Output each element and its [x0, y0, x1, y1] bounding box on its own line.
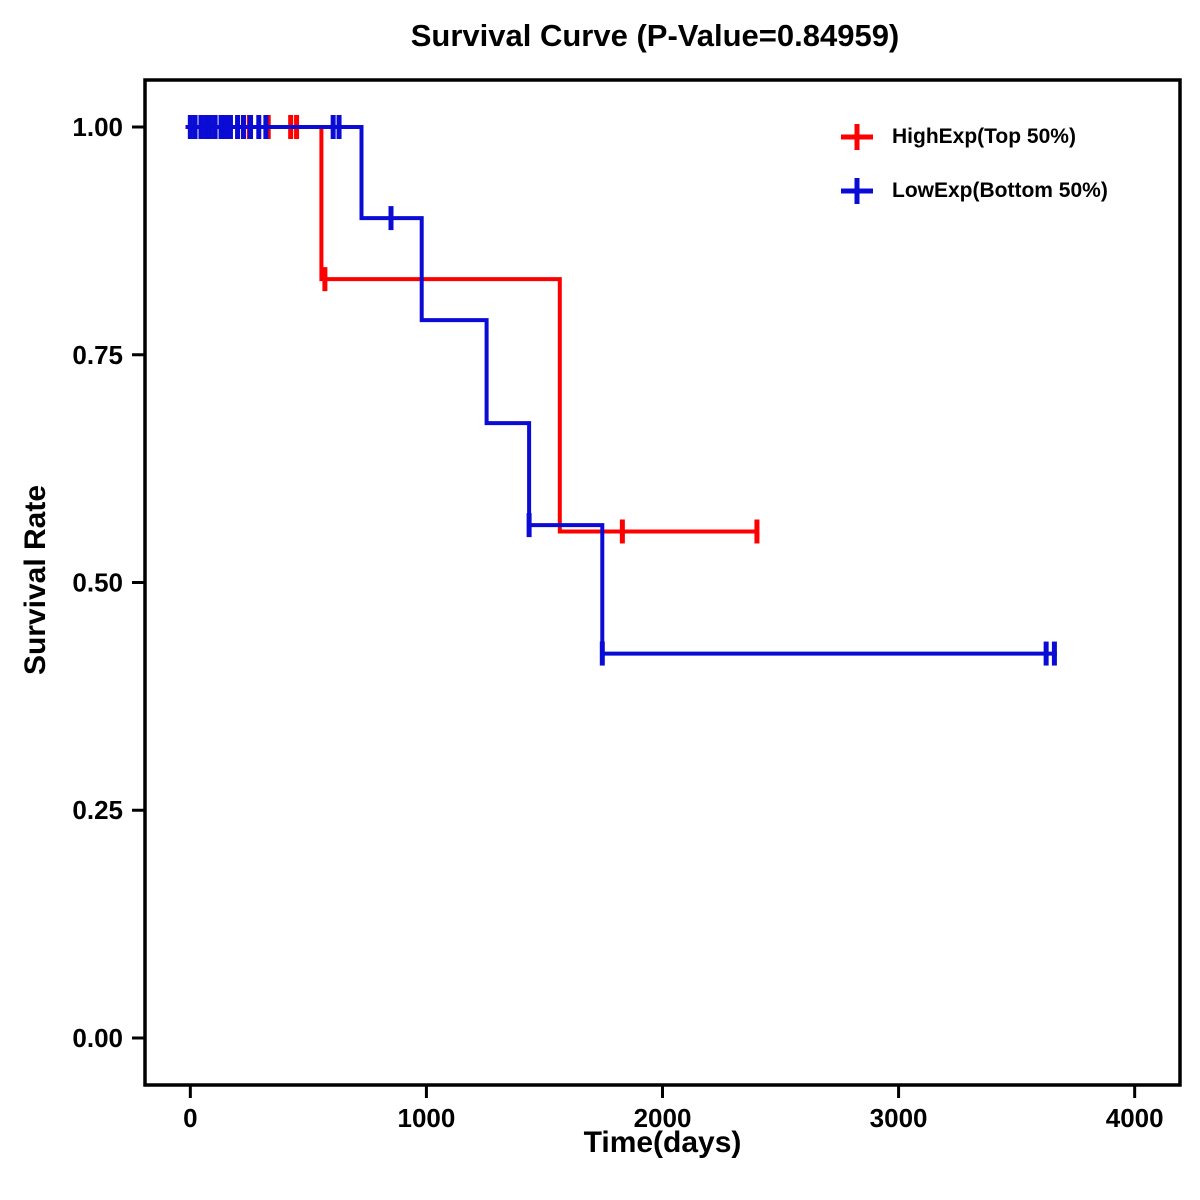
survival-curve: [185, 125, 757, 534]
y-tick-label: 0.75: [72, 340, 123, 370]
survival-curve: [185, 125, 1057, 656]
legend: HighExp(Top 50%) LowExp(Bottom 50%): [838, 115, 1108, 213]
y-tick-label: 0.50: [72, 568, 123, 598]
y-tick-label: 0.25: [72, 795, 123, 825]
chart-title: Survival Curve (P-Value=0.84959): [410, 18, 900, 53]
lowexp-cross-icon: [841, 178, 873, 204]
x-tick-label: 1000: [397, 1103, 455, 1133]
y-tick-label: 0.00: [72, 1023, 123, 1053]
legend-label-lowexp: LowExp(Bottom 50%): [892, 179, 1108, 202]
plot-border: [143, 78, 1182, 1087]
x-axis-label: Time(days): [583, 1126, 742, 1159]
legend-label-highexp: HighExp(Top 50%): [892, 125, 1076, 148]
legend-item-highexp: HighExp(Top 50%): [838, 115, 1108, 159]
legend-item-lowexp: LowExp(Bottom 50%): [838, 169, 1108, 213]
x-tick-label: 3000: [870, 1103, 928, 1133]
y-axis-label: Survival Rate: [19, 484, 52, 676]
y-tick-label: 1.00: [72, 112, 123, 142]
highexp-cross-icon: [841, 124, 873, 150]
x-tick-label: 0: [183, 1103, 197, 1133]
x-tick-label: 4000: [1106, 1103, 1164, 1133]
x-tick-label: 2000: [634, 1103, 692, 1133]
